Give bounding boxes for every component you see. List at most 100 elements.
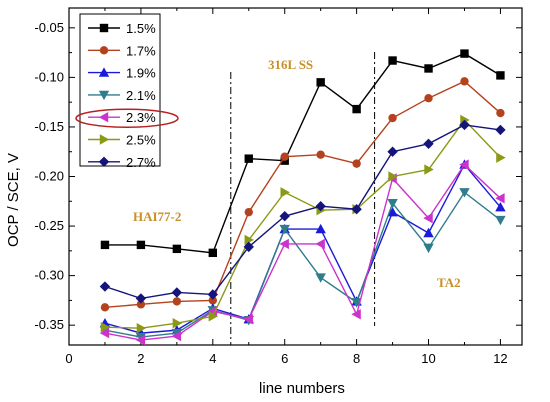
- x-tick-label: 12: [493, 351, 507, 366]
- legend-label: 2.5%: [126, 133, 156, 148]
- series-line: [104, 124, 501, 300]
- data-point: [423, 212, 433, 224]
- data-point: [423, 227, 434, 238]
- annotations: HAI77-2 316L SS TA2: [133, 57, 461, 290]
- data-point: [459, 188, 470, 198]
- x-tick-label: 0: [65, 351, 72, 366]
- y-tick-label: -0.20: [34, 169, 64, 184]
- data-point: [98, 156, 110, 167]
- data-point: [495, 202, 506, 212]
- series-1-9pct: [99, 159, 506, 338]
- data-point: [351, 204, 362, 215]
- data-point: [171, 330, 182, 342]
- data-point: [460, 49, 469, 58]
- y-tick-label: -0.30: [34, 268, 64, 283]
- series-line: [104, 163, 501, 341]
- series-layer: [99, 49, 506, 346]
- data-point: [424, 164, 434, 175]
- y-axis-ticks: -0.35 -0.30 -0.25 -0.20 -0.15 -0.10 -0.05: [34, 20, 522, 332]
- data-point: [316, 150, 325, 159]
- data-point: [424, 93, 433, 103]
- data-point: [387, 206, 398, 217]
- data-point: [352, 159, 361, 168]
- series-2-7pct: [99, 119, 506, 304]
- legend-label: 2.7%: [126, 155, 156, 170]
- annotation-316l-ss: 316L SS: [268, 57, 313, 72]
- data-point: [98, 90, 110, 101]
- x-tick-label: 2: [137, 351, 144, 366]
- data-point: [496, 108, 505, 118]
- data-point: [99, 46, 109, 55]
- data-point: [387, 146, 398, 157]
- data-point: [459, 119, 470, 131]
- annotation-hai77-2: HAI77-2: [133, 209, 181, 224]
- data-point: [388, 56, 397, 65]
- series-1-7pct: [100, 77, 505, 312]
- data-point: [423, 243, 434, 254]
- data-point: [171, 287, 183, 298]
- data-point: [496, 71, 505, 80]
- data-point: [352, 104, 361, 114]
- legend-box: [79, 13, 161, 167]
- data-point: [387, 199, 398, 209]
- data-point: [208, 248, 218, 258]
- data-point: [315, 223, 326, 234]
- data-point: [100, 240, 110, 250]
- series-line: [104, 163, 501, 334]
- region-dividers: [230, 52, 376, 345]
- data-point: [279, 210, 290, 222]
- x-axis-title: line numbers: [259, 380, 345, 397]
- series-2-5pct: [100, 114, 506, 334]
- data-point: [172, 317, 183, 329]
- data-point: [172, 244, 182, 254]
- data-point: [136, 240, 146, 250]
- data-point: [98, 112, 109, 123]
- data-point: [99, 134, 110, 145]
- legend-label: 2.1%: [126, 88, 156, 103]
- data-point: [351, 309, 361, 320]
- series-line: [104, 80, 501, 309]
- data-point: [244, 154, 253, 163]
- data-point: [100, 321, 111, 333]
- data-point: [99, 327, 110, 339]
- series-line: [104, 191, 501, 338]
- data-point: [280, 187, 290, 198]
- series-line: [104, 52, 501, 254]
- data-point: [244, 234, 254, 246]
- data-point: [315, 273, 326, 283]
- data-point: [316, 78, 325, 87]
- data-point: [351, 298, 362, 308]
- data-point: [495, 215, 506, 226]
- annotation-ta2: TA2: [437, 275, 461, 290]
- legend-label: 1.7%: [126, 43, 156, 58]
- legend-highlight-ellipse: [75, 108, 179, 128]
- y-tick-label: -0.25: [34, 218, 64, 233]
- data-point: [279, 238, 289, 250]
- legend-label: 1.9%: [126, 66, 156, 81]
- data-point: [424, 64, 433, 73]
- x-axis-ticks: 0 2 4 6 8 10 12: [65, 8, 508, 366]
- y-tick-label: -0.05: [34, 20, 64, 35]
- data-point: [315, 238, 325, 250]
- legend-label: 1.5%: [126, 21, 156, 36]
- series-1-5pct: [100, 49, 505, 258]
- data-point: [135, 293, 147, 304]
- data-point: [99, 23, 109, 33]
- data-point: [280, 152, 289, 161]
- data-point: [279, 224, 290, 235]
- data-point: [495, 124, 506, 136]
- x-tick-label: 6: [281, 351, 288, 366]
- data-point: [99, 281, 111, 292]
- legend: 1.5% 1.7% 1.9% 2.1% 2.3% 2.5% 2.7%: [75, 13, 179, 170]
- series-line: [104, 118, 501, 329]
- data-point: [315, 201, 326, 212]
- x-tick-label: 10: [421, 351, 435, 366]
- data-point: [208, 296, 218, 305]
- data-point: [135, 334, 146, 346]
- data-point: [98, 67, 110, 77]
- data-point: [460, 77, 469, 86]
- y-axis-title: OCP / SCE, V: [5, 153, 22, 247]
- x-tick-label: 8: [353, 351, 360, 366]
- data-point: [172, 297, 182, 306]
